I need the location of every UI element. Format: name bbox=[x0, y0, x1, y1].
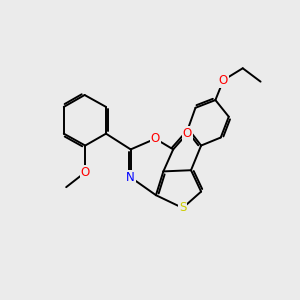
Text: O: O bbox=[182, 127, 192, 140]
Text: O: O bbox=[151, 132, 160, 145]
Text: S: S bbox=[179, 202, 186, 214]
Text: N: N bbox=[126, 171, 135, 184]
Text: O: O bbox=[219, 74, 228, 87]
Text: O: O bbox=[81, 166, 90, 179]
